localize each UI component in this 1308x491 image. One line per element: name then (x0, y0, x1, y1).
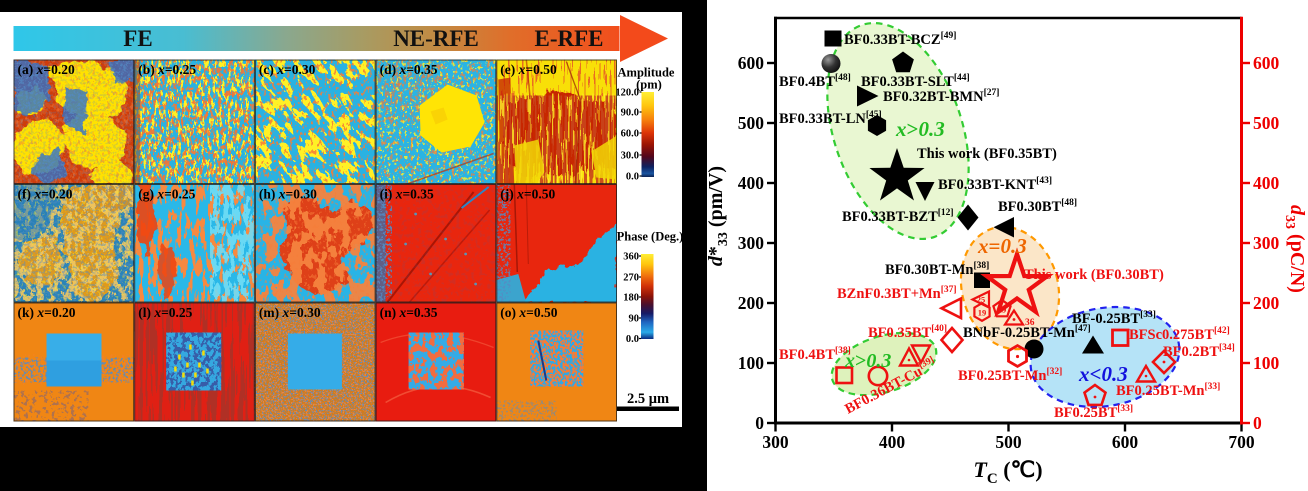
svg-text:x>0.3: x>0.3 (844, 350, 891, 372)
svg-text:270: 270 (623, 273, 639, 284)
svg-text:(m) x=0.30: (m) x=0.30 (259, 305, 321, 320)
svg-text:BF0.4BT[38]: BF0.4BT[38] (779, 346, 851, 363)
svg-text:200: 200 (1253, 293, 1280, 313)
svg-text:0: 0 (755, 413, 764, 433)
svg-text:700: 700 (1228, 432, 1255, 452)
svg-text:FE: FE (123, 26, 152, 51)
svg-text:d*33 (pm/V): d*33 (pm/V) (707, 166, 731, 266)
svg-text:(h) x=0.30: (h) x=0.30 (259, 187, 317, 202)
svg-text:BF0.32BT-BMN[27]: BF0.32BT-BMN[27] (883, 88, 999, 105)
svg-text:30.0: 30.0 (621, 151, 639, 162)
svg-text:BF0.33BT-SLT[44]: BF0.33BT-SLT[44] (861, 73, 970, 90)
svg-text:300: 300 (762, 432, 789, 452)
svg-text:(a) x=0.20: (a) x=0.20 (18, 62, 75, 77)
svg-text:NE-RFE: NE-RFE (393, 26, 479, 51)
svg-text:(n) x=0.35: (n) x=0.35 (380, 305, 438, 320)
svg-text:BF0.25BT-Mn[33]: BF0.25BT-Mn[33] (1116, 382, 1220, 399)
svg-text:x>0.3: x>0.3 (895, 117, 945, 141)
svg-text:25: 25 (977, 295, 986, 305)
svg-text:300: 300 (1253, 233, 1280, 253)
svg-text:360: 360 (623, 252, 639, 263)
svg-text:2.5 μm: 2.5 μm (627, 391, 669, 407)
svg-text:100: 100 (1253, 353, 1280, 373)
svg-text:200: 200 (738, 293, 765, 313)
svg-text:600: 600 (1112, 432, 1139, 452)
svg-text:x<0.3: x<0.3 (1078, 362, 1128, 386)
svg-text:BF0.30BT-Mn[38]: BF0.30BT-Mn[38] (885, 261, 989, 278)
svg-text:(k) x=0.20: (k) x=0.20 (18, 305, 76, 320)
svg-text:(i) x=0.35: (i) x=0.35 (380, 187, 434, 202)
svg-text:(e) x=0.50: (e) x=0.50 (500, 62, 557, 77)
svg-text:BNbF-0.25BT-Mn[47]: BNbF-0.25BT-Mn[47] (963, 324, 1091, 341)
svg-text:Amplitude: Amplitude (618, 66, 675, 80)
svg-text:600: 600 (1253, 53, 1280, 73)
svg-text:BF0.35BT[40]: BF0.35BT[40] (868, 324, 947, 341)
svg-text:BF0.33BT-LN[45]: BF0.33BT-LN[45] (779, 110, 882, 127)
svg-text:TC (℃): TC (℃) (973, 457, 1042, 487)
svg-text:500: 500 (738, 113, 765, 133)
svg-text:BF0.4BT[48]: BF0.4BT[48] (779, 73, 851, 90)
svg-text:19: 19 (978, 308, 987, 318)
svg-text:400: 400 (1253, 173, 1280, 193)
svg-text:(j) x=0.50: (j) x=0.50 (500, 187, 555, 202)
svg-text:BF0.2BT[34]: BF0.2BT[34] (1163, 343, 1235, 360)
svg-text:(d) x=0.35: (d) x=0.35 (380, 62, 438, 77)
svg-text:BF0.25BT[33]: BF0.25BT[33] (1054, 404, 1133, 421)
svg-text:600: 600 (738, 53, 765, 73)
svg-text:0: 0 (1253, 413, 1262, 433)
svg-text:400: 400 (879, 432, 906, 452)
svg-text:90.0: 90.0 (621, 108, 639, 119)
svg-text:400: 400 (738, 173, 765, 193)
svg-text:500: 500 (995, 432, 1022, 452)
svg-text:BF0.30BT[48]: BF0.30BT[48] (998, 198, 1077, 215)
svg-text:This work (BF0.30BT): This work (BF0.30BT) (1024, 267, 1164, 283)
svg-text:300: 300 (738, 233, 765, 253)
svg-text:120.0: 120.0 (615, 88, 639, 99)
svg-text:BF0.25BT-Mn[32]: BF0.25BT-Mn[32] (958, 367, 1062, 384)
svg-text:0.0: 0.0 (626, 334, 639, 345)
svg-text:(g) x=0.25: (g) x=0.25 (138, 187, 195, 202)
svg-text:BF0.33BT-BZT[12]: BF0.33BT-BZT[12] (842, 208, 954, 225)
svg-text:d33 (pC/N): d33 (pC/N) (1282, 205, 1308, 293)
svg-text:Phase (Deg.): Phase (Deg.) (617, 230, 682, 244)
svg-text:(b) x=0.25: (b) x=0.25 (138, 62, 196, 77)
svg-text:60.0: 60.0 (621, 129, 639, 140)
svg-text:(f) x=0.20: (f) x=0.20 (18, 187, 73, 202)
svg-text:100: 100 (738, 353, 765, 373)
svg-text:(o) x=0.50: (o) x=0.50 (500, 305, 557, 320)
svg-text:500: 500 (1253, 113, 1280, 133)
svg-text:180: 180 (623, 293, 639, 304)
svg-text:BF-0.25BT[33]: BF-0.25BT[33] (1072, 310, 1156, 327)
svg-text:This work (BF0.35BT): This work (BF0.35BT) (917, 146, 1057, 162)
svg-text:x=0.3: x=0.3 (977, 234, 1027, 258)
svg-text:19: 19 (998, 305, 1007, 315)
svg-text:(l) x=0.25: (l) x=0.25 (138, 305, 192, 320)
svg-text:BF0.33BT-BCZ[49]: BF0.33BT-BCZ[49] (844, 31, 956, 48)
svg-text:E-RFE: E-RFE (535, 26, 604, 51)
svg-text:BZnF0.3BT+Mn[37]: BZnF0.3BT+Mn[37] (837, 285, 957, 302)
svg-text:90: 90 (629, 314, 640, 325)
svg-text:BF0.33BT-KNT[43]: BF0.33BT-KNT[43] (938, 176, 1052, 193)
svg-text:(c) x=0.30: (c) x=0.30 (259, 62, 316, 77)
svg-text:0.0: 0.0 (626, 172, 639, 183)
svg-text:36: 36 (1025, 318, 1035, 328)
svg-text:(pm): (pm) (636, 78, 662, 92)
svg-text:BFSc0.275BT[42]: BFSc0.275BT[42] (1129, 326, 1230, 343)
